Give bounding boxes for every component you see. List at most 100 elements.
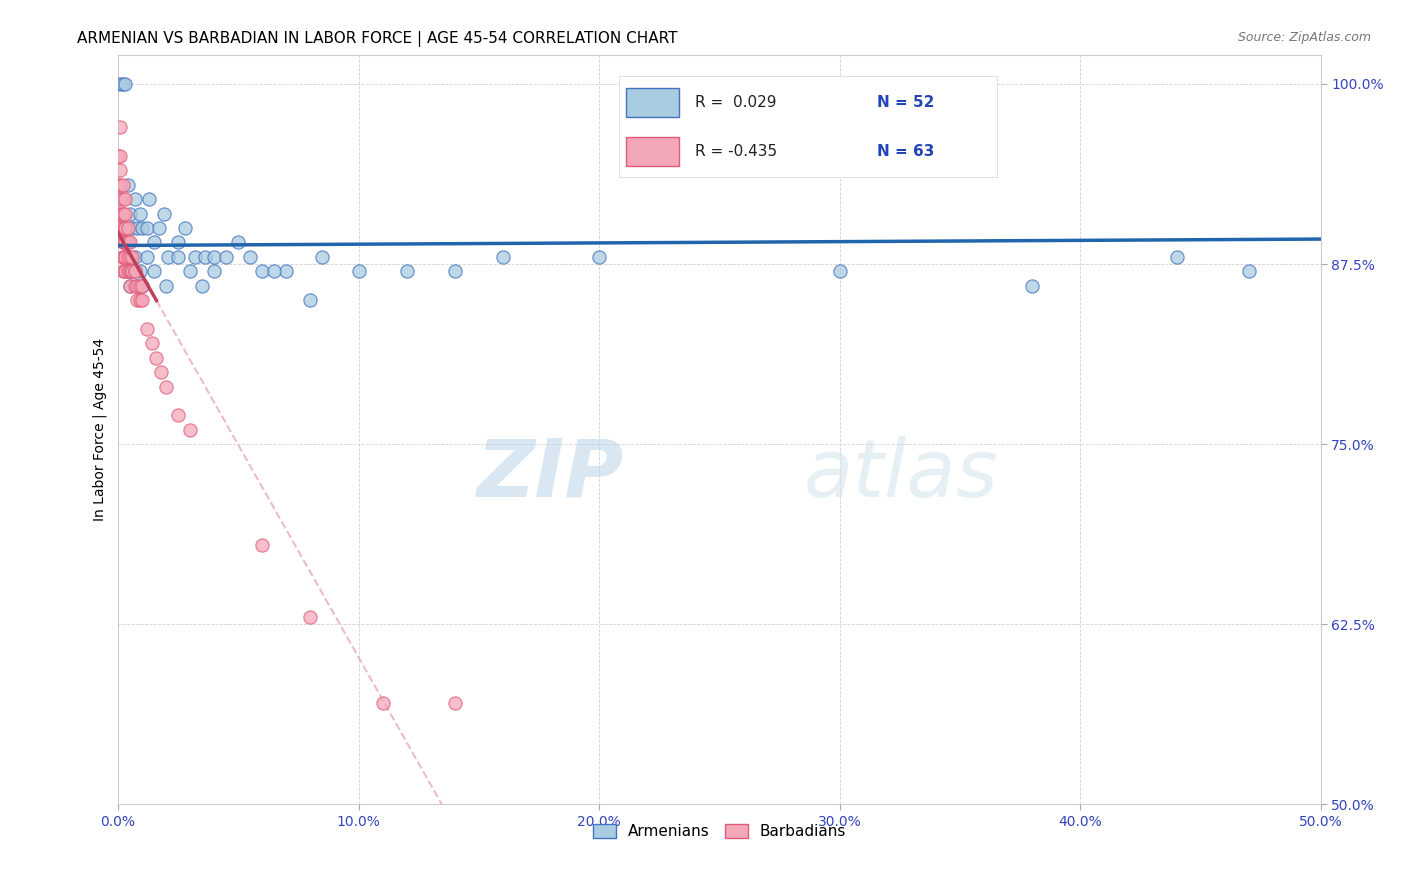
Point [114,250,136,264]
Point [118,264,141,278]
Point [155,379,177,393]
Point [215,250,238,264]
FancyBboxPatch shape [626,137,679,166]
Point [252,264,274,278]
Point [155,278,177,293]
Point [118,250,141,264]
Point [107,178,129,192]
Point [167,409,190,423]
Point [135,250,157,264]
Point [118,235,141,250]
Point [167,250,190,264]
Point [143,264,166,278]
Point [193,250,215,264]
Point [111,178,134,192]
Point [143,235,166,250]
Point [110,192,132,206]
Text: N = 52: N = 52 [877,95,934,110]
Point [121,250,143,264]
Point [443,697,465,711]
Text: atlas: atlas [804,435,998,514]
Point [263,264,285,278]
Point [117,235,139,250]
Point [114,206,136,220]
Point [131,293,153,307]
Point [1166,250,1188,264]
Point [131,221,153,235]
Point [299,610,322,624]
Text: Source: ZipAtlas.com: Source: ZipAtlas.com [1237,31,1371,45]
Point [111,264,134,278]
Point [347,264,370,278]
Point [111,250,134,264]
Text: ARMENIAN VS BARBADIAN IN LABOR FORCE | AGE 45-54 CORRELATION CHART: ARMENIAN VS BARBADIAN IN LABOR FORCE | A… [77,31,678,47]
Point [114,77,136,91]
Point [1237,264,1260,278]
Point [128,264,150,278]
Point [174,221,197,235]
Point [492,250,515,264]
Point [150,365,173,379]
Point [252,538,274,552]
FancyBboxPatch shape [626,88,679,117]
Point [110,120,132,135]
Point [110,206,132,220]
Point [179,423,201,437]
Point [588,250,610,264]
Point [179,264,201,278]
Point [110,178,132,192]
Point [127,278,149,293]
Point [141,336,163,351]
Point [128,206,150,220]
Point [128,278,150,293]
Point [202,250,225,264]
Point [311,250,333,264]
Text: R =  0.029: R = 0.029 [695,95,776,110]
Point [127,221,149,235]
Point [828,264,851,278]
Point [114,221,136,235]
Point [114,264,136,278]
Legend: Armenians, Barbadians: Armenians, Barbadians [586,818,852,846]
Point [124,264,146,278]
Point [117,178,139,192]
Point [124,192,146,206]
Point [121,264,143,278]
Point [107,149,129,163]
Point [131,278,153,293]
Point [117,221,139,235]
Text: N = 63: N = 63 [877,145,934,160]
Point [121,264,143,278]
Text: ZIP: ZIP [475,435,623,514]
Point [111,192,134,206]
Point [121,264,143,278]
Point [111,206,134,220]
Point [111,235,134,250]
Point [135,221,157,235]
Point [114,235,136,250]
Point [117,250,139,264]
Point [148,221,170,235]
Point [111,235,134,250]
Point [117,235,139,250]
Point [118,278,141,293]
Point [299,293,322,307]
Point [114,250,136,264]
Point [191,278,214,293]
Point [118,278,141,293]
Point [135,322,157,336]
Point [371,697,394,711]
Point [124,250,146,264]
Point [138,192,160,206]
FancyBboxPatch shape [619,76,998,178]
Point [443,264,465,278]
Point [118,206,141,220]
Text: R = -0.435: R = -0.435 [695,145,776,160]
Point [111,77,134,91]
Point [202,264,225,278]
Point [118,264,141,278]
Point [114,221,136,235]
Point [124,278,146,293]
Point [152,206,174,220]
Point [131,278,153,293]
